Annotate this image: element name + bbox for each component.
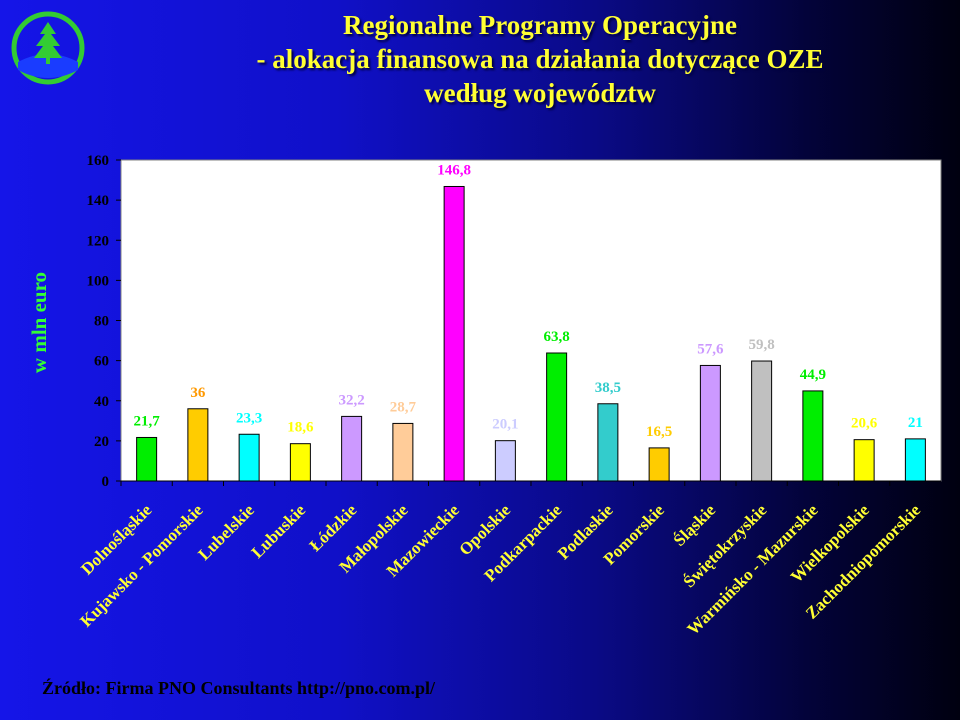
value-label: 38,5 bbox=[595, 380, 621, 396]
title-line-1: Regionalne Programy Operacyjne bbox=[343, 10, 737, 40]
category-label: Lubelskie bbox=[194, 500, 258, 564]
y-tick-label: 20 bbox=[94, 434, 109, 450]
bar-5 bbox=[341, 415, 363, 482]
value-label: 32,2 bbox=[339, 392, 365, 408]
y-tick-label: 100 bbox=[87, 273, 110, 289]
y-tick-label: 0 bbox=[102, 474, 110, 490]
category-label: Śląskie bbox=[670, 500, 720, 550]
y-tick-label: 120 bbox=[87, 233, 110, 249]
value-label: 44,9 bbox=[800, 367, 826, 383]
value-label: 21 bbox=[908, 415, 923, 431]
value-label: 18,6 bbox=[287, 420, 314, 436]
y-tick-label: 40 bbox=[94, 394, 109, 410]
title-line-3: według województw bbox=[424, 78, 656, 108]
bar-12 bbox=[699, 364, 721, 482]
bar-9 bbox=[546, 352, 568, 482]
category-label: Lubuskie bbox=[248, 500, 310, 562]
y-tick-label: 60 bbox=[94, 354, 109, 370]
value-label: 16,5 bbox=[646, 424, 672, 440]
logo-icon bbox=[11, 11, 85, 85]
bar-7 bbox=[443, 185, 465, 482]
value-label: 146,8 bbox=[437, 162, 471, 178]
bar-11 bbox=[648, 447, 670, 482]
value-label: 20,6 bbox=[851, 416, 878, 432]
value-label: 36 bbox=[190, 385, 206, 401]
bar-10 bbox=[597, 403, 619, 482]
bar-15 bbox=[853, 439, 875, 482]
bar-8 bbox=[494, 440, 516, 482]
bar-4 bbox=[289, 443, 311, 482]
source-note: Źródło: Firma PNO Consultants http://pno… bbox=[42, 678, 436, 698]
value-label: 21,7 bbox=[134, 413, 161, 429]
value-label: 28,7 bbox=[390, 399, 417, 415]
value-label: 57,6 bbox=[697, 341, 724, 357]
slide-title: Regionalne Programy Operacyjne - alokacj… bbox=[140, 8, 940, 110]
y-tick-label: 80 bbox=[94, 314, 109, 330]
title-line-2: - alokacja finansowa na działania dotycz… bbox=[256, 44, 824, 74]
value-label: 59,8 bbox=[749, 337, 775, 353]
value-label: 63,8 bbox=[544, 329, 570, 345]
bar-1 bbox=[136, 436, 158, 482]
bar-16 bbox=[904, 438, 926, 482]
bar-2 bbox=[187, 408, 209, 482]
y-tick-label: 140 bbox=[87, 193, 110, 209]
bar-14 bbox=[802, 390, 824, 482]
bar-6 bbox=[392, 422, 414, 482]
bar-3 bbox=[238, 433, 260, 482]
y-tick-label: 160 bbox=[87, 153, 110, 169]
value-label: 23,3 bbox=[236, 410, 262, 426]
bar-13 bbox=[751, 360, 773, 482]
value-label: 20,1 bbox=[492, 417, 518, 433]
